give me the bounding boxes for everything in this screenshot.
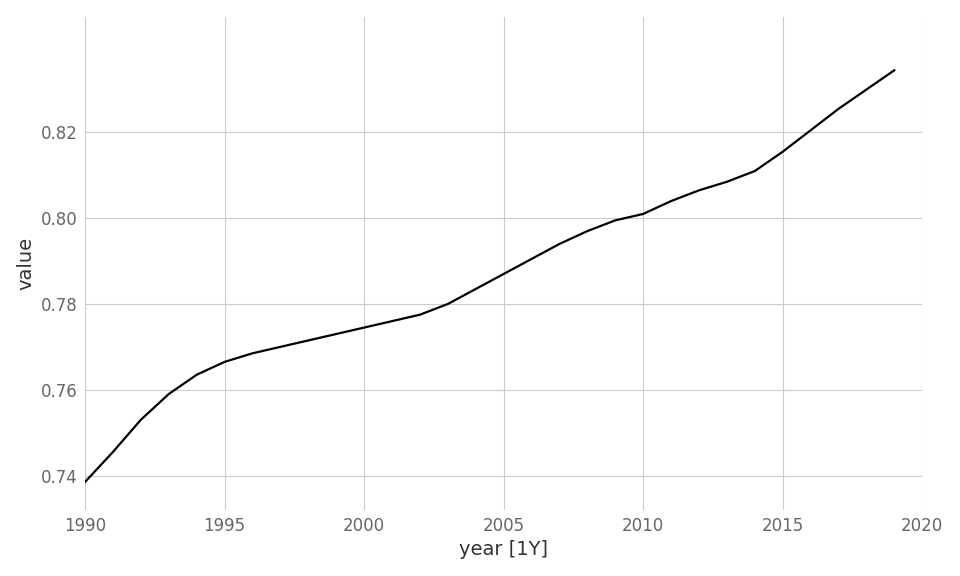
X-axis label: year [1Y]: year [1Y] [459, 540, 548, 559]
Y-axis label: value: value [16, 237, 36, 290]
